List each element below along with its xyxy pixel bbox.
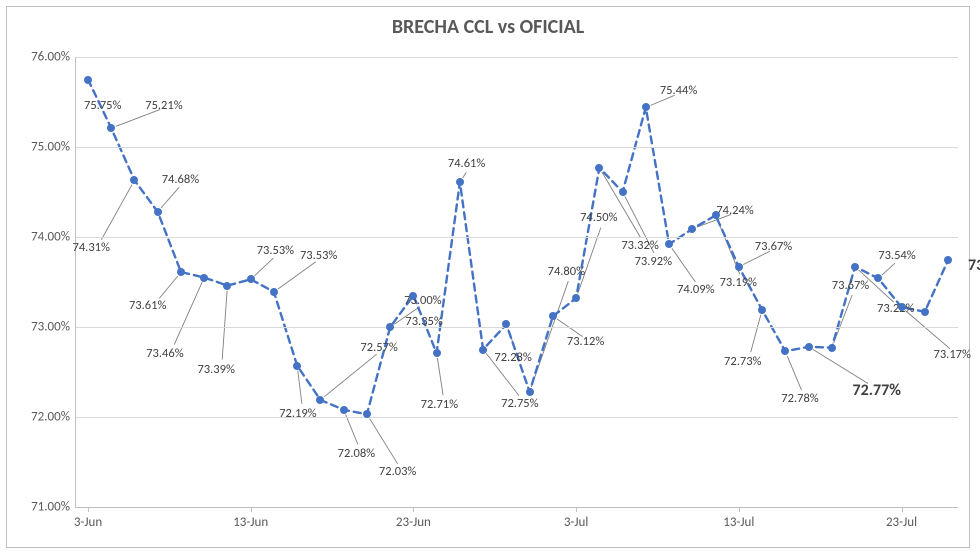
x-axis-label: 13-Jul xyxy=(723,507,754,530)
data-label: 74.68% xyxy=(162,174,199,187)
y-axis-label: 76.00% xyxy=(31,50,76,65)
data-label: 73.61% xyxy=(129,300,166,313)
data-point xyxy=(340,406,348,414)
data-label: 73.39% xyxy=(197,364,234,377)
y-axis-label: 71.00% xyxy=(31,500,76,515)
data-point xyxy=(502,320,510,328)
data-label: 73.74% xyxy=(968,258,980,274)
data-label: 74.61% xyxy=(448,158,485,171)
data-label: 73.67% xyxy=(755,241,792,254)
data-label: 73.19% xyxy=(720,277,757,290)
x-axis-label: 23-Jun xyxy=(396,507,431,530)
data-point xyxy=(293,362,301,370)
y-axis-label: 73.00% xyxy=(31,320,76,335)
data-label: 73.53% xyxy=(300,250,337,263)
data-label: 72.03% xyxy=(379,466,416,479)
data-point xyxy=(433,349,441,357)
data-point xyxy=(130,176,138,184)
data-label: 73.12% xyxy=(567,336,604,349)
series-line xyxy=(76,57,958,507)
gridline xyxy=(76,417,958,418)
x-axis-label: 3-Jun xyxy=(74,507,102,530)
data-point xyxy=(386,323,394,331)
data-point xyxy=(270,288,278,296)
data-point xyxy=(200,274,208,282)
data-label: 73.46% xyxy=(146,348,183,361)
chart-title: BRECHA CCL vs OFICIAL xyxy=(7,15,969,39)
data-point xyxy=(851,263,859,271)
y-axis-label: 74.00% xyxy=(31,230,76,245)
data-label: 72.73% xyxy=(724,356,761,369)
data-label: 73.32% xyxy=(621,240,658,253)
data-point xyxy=(409,292,417,300)
data-label: 73.67% xyxy=(832,280,869,293)
data-label: 75.44% xyxy=(660,85,697,98)
data-label: 72.19% xyxy=(279,408,316,421)
data-point xyxy=(781,347,789,355)
data-point xyxy=(874,274,882,282)
data-label: 73.17% xyxy=(934,349,971,362)
data-point xyxy=(479,346,487,354)
data-point xyxy=(921,308,929,316)
gridline xyxy=(76,147,958,148)
data-label: 74.50% xyxy=(580,212,617,225)
data-label: 72.08% xyxy=(338,448,375,461)
data-point xyxy=(619,188,627,196)
data-label: 72.57% xyxy=(360,342,397,355)
data-point xyxy=(572,294,580,302)
data-label: 74.31% xyxy=(73,242,110,255)
data-point xyxy=(665,240,673,248)
data-label: 72.28% xyxy=(494,352,531,365)
x-axis-label: 23-Jul xyxy=(886,507,917,530)
data-label: 73.53% xyxy=(257,245,294,258)
data-point xyxy=(316,396,324,404)
data-label: 72.77% xyxy=(853,383,901,399)
data-label: 73.35% xyxy=(405,316,442,329)
data-point xyxy=(595,164,603,172)
data-point xyxy=(154,208,162,216)
data-label: 73.54% xyxy=(878,250,915,263)
data-point xyxy=(223,282,231,290)
data-point xyxy=(688,225,696,233)
data-label: 75.75% xyxy=(84,100,121,113)
data-point xyxy=(805,343,813,351)
x-axis-label: 13-Jun xyxy=(233,507,268,530)
data-point xyxy=(828,344,836,352)
data-point xyxy=(944,256,952,264)
data-point xyxy=(177,268,185,276)
data-point xyxy=(526,388,534,396)
data-point xyxy=(107,124,115,132)
x-axis-label: 3-Jul xyxy=(564,507,589,530)
plot-area: 71.00%72.00%73.00%74.00%75.00%76.00%3-Ju… xyxy=(75,57,958,508)
data-label: 74.09% xyxy=(677,284,714,297)
data-label: 72.75% xyxy=(501,398,538,411)
data-label: 74.80% xyxy=(548,266,585,279)
data-point xyxy=(758,306,766,314)
data-label: 75.21% xyxy=(145,100,182,113)
data-point xyxy=(247,275,255,283)
data-point xyxy=(735,263,743,271)
data-label: 73.22% xyxy=(877,303,914,316)
gridline xyxy=(76,57,958,58)
gridline xyxy=(76,327,958,328)
data-point xyxy=(456,178,464,186)
gridline xyxy=(76,237,958,238)
y-axis-label: 75.00% xyxy=(31,140,76,155)
data-label: 74.24% xyxy=(716,205,753,218)
data-point xyxy=(549,312,557,320)
data-point xyxy=(363,410,371,418)
data-label: 73.92% xyxy=(635,256,672,269)
data-point xyxy=(712,211,720,219)
data-label: 72.71% xyxy=(421,399,458,412)
y-axis-label: 72.00% xyxy=(31,410,76,425)
data-label: 72.78% xyxy=(781,393,818,406)
data-point xyxy=(898,303,906,311)
data-point xyxy=(84,76,92,84)
chart-container: BRECHA CCL vs OFICIAL 71.00%72.00%73.00%… xyxy=(6,6,970,548)
data-point xyxy=(642,103,650,111)
